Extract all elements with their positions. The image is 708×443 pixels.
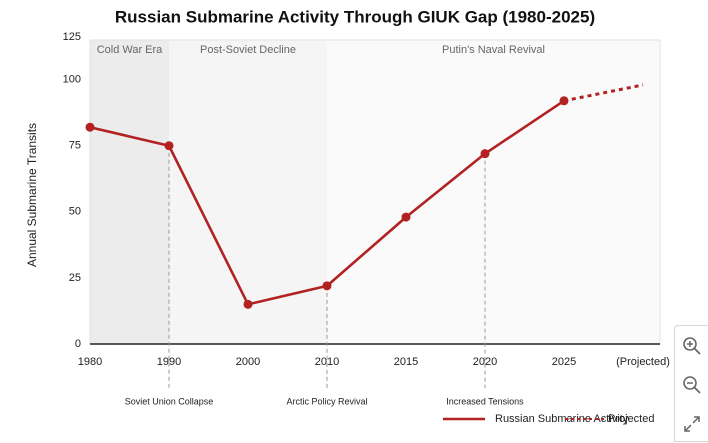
y-tick-label: 75: [69, 140, 81, 152]
era-label: Post-Soviet Decline: [200, 44, 296, 56]
zoom-in-button[interactable]: [675, 326, 708, 365]
data-point: [480, 149, 490, 159]
era-label: Putin's Naval Revival: [442, 44, 545, 56]
reset-zoom-button[interactable]: [675, 404, 708, 443]
era-band: [90, 40, 169, 344]
x-tick-label: (Projected): [616, 356, 670, 368]
x-tick-label: 1980: [78, 356, 102, 368]
data-point: [164, 141, 174, 151]
x-tick-label: 2020: [473, 356, 497, 368]
data-point: [85, 122, 95, 132]
data-point: [401, 212, 411, 222]
x-tick-label: 2010: [315, 356, 339, 368]
y-tick-label: 125: [63, 31, 81, 43]
data-point: [243, 299, 253, 309]
annotation-label: Arctic Policy Revival: [286, 396, 367, 406]
y-axis-label: Annual Submarine Transits: [25, 123, 39, 267]
annotation-label: Increased Tensions: [446, 396, 524, 406]
zoom-out-button[interactable]: [675, 365, 708, 404]
chart-title: Russian Submarine Activity Through GIUK …: [115, 7, 595, 26]
x-tick-label: 2025: [552, 356, 576, 368]
legend-label: Russian Submarine Activity: [495, 413, 629, 425]
y-tick-label: 50: [69, 206, 81, 218]
data-point: [322, 281, 332, 291]
y-tick-label: 0: [75, 338, 81, 350]
x-tick-label: 2000: [236, 356, 260, 368]
x-tick-label: 1990: [157, 356, 181, 368]
y-tick-label: 25: [69, 272, 81, 284]
annotation-label: Soviet Union Collapse: [125, 396, 214, 406]
era-label: Cold War Era: [97, 44, 163, 56]
x-tick-label: 2015: [394, 356, 418, 368]
legend-label: Projected: [608, 413, 654, 425]
projection-line: [563, 83, 644, 103]
y-tick-label: 100: [63, 74, 81, 86]
era-band: [327, 40, 660, 344]
zoom-controls: [674, 325, 708, 442]
